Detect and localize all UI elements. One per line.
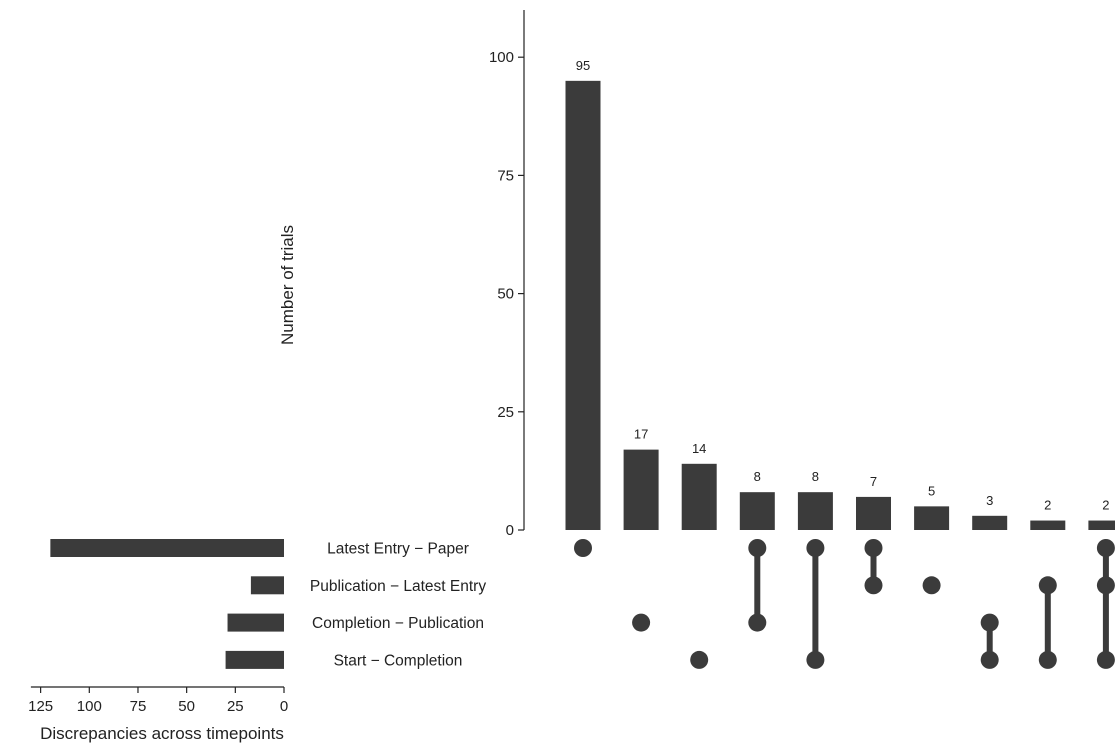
y-tick-label: 0 [506,522,514,539]
matrix-dot [864,539,883,557]
intersection-bar [972,515,1008,530]
set-size-tick-label: 0 [280,698,288,715]
set-name-label: Start − Completion [334,652,463,669]
intersection-bar [739,492,775,530]
set-size-bar [227,613,284,632]
matrix-dot [632,613,651,632]
set-name-label: Latest Entry − Paper [327,541,469,558]
y-tick-label: 100 [489,49,514,66]
y-tick-label: 25 [497,404,514,421]
matrix-dot [980,650,999,669]
set-name-label: Publication − Latest Entry [310,578,486,595]
matrix-dot [922,576,941,595]
matrix-dot [864,576,883,595]
set-size-bars-panel: Latest Entry − Paper Publication − Latest… [28,539,486,715]
intersection-bar [681,463,717,530]
intersection-bar [623,449,659,530]
y-axis-title: Number of trials [278,225,297,345]
set-size-tick-label: 125 [28,698,53,715]
intersection-bar [856,496,891,530]
matrix-dot [748,613,767,632]
set-size-tick-label: 100 [77,698,102,715]
set-size-tick-label: 50 [178,698,195,715]
matrix-dot [1096,539,1115,557]
set-name-label: Completion − Publication [312,615,484,632]
matrix-dot [690,650,709,669]
matrix-dot [806,650,825,669]
matrix-dot [980,613,999,632]
bar-value-label: 8 [812,469,819,484]
y-tick-label: 75 [497,167,514,184]
membership-matrix [574,539,1115,669]
matrix-dot [1038,650,1057,669]
intersection-bar [565,80,601,530]
intersection-bar [914,506,950,530]
matrix-dot [574,539,592,557]
matrix-dot [1096,576,1115,595]
set-size-bar [225,650,284,669]
bar-value-label: 17 [634,427,648,442]
set-size-axis-title: Discrepancies across timepoints [40,724,284,743]
matrix-dot [1096,650,1115,669]
intersection-bar [1030,520,1066,530]
bar-value-label: 3 [986,493,993,508]
matrix-dot [1038,576,1057,595]
set-size-bar [50,539,284,557]
bar-value-label: 7 [870,474,877,489]
bar-value-label: 8 [754,469,761,484]
bar-value-label: 2 [1102,498,1109,513]
set-size-tick-label: 25 [227,698,244,715]
intersection-bar [797,492,833,530]
set-size-bar [250,576,284,595]
matrix-dot [806,539,825,557]
matrix-dot [748,539,767,557]
intersection-bar [1088,520,1115,530]
set-size-tick-label: 75 [130,698,147,715]
bar-value-label: 2 [1044,498,1051,513]
y-tick-label: 50 [497,286,514,303]
bar-value-label: 5 [928,483,935,498]
bar-value-label: 95 [576,58,590,73]
bar-value-label: 14 [692,441,706,456]
